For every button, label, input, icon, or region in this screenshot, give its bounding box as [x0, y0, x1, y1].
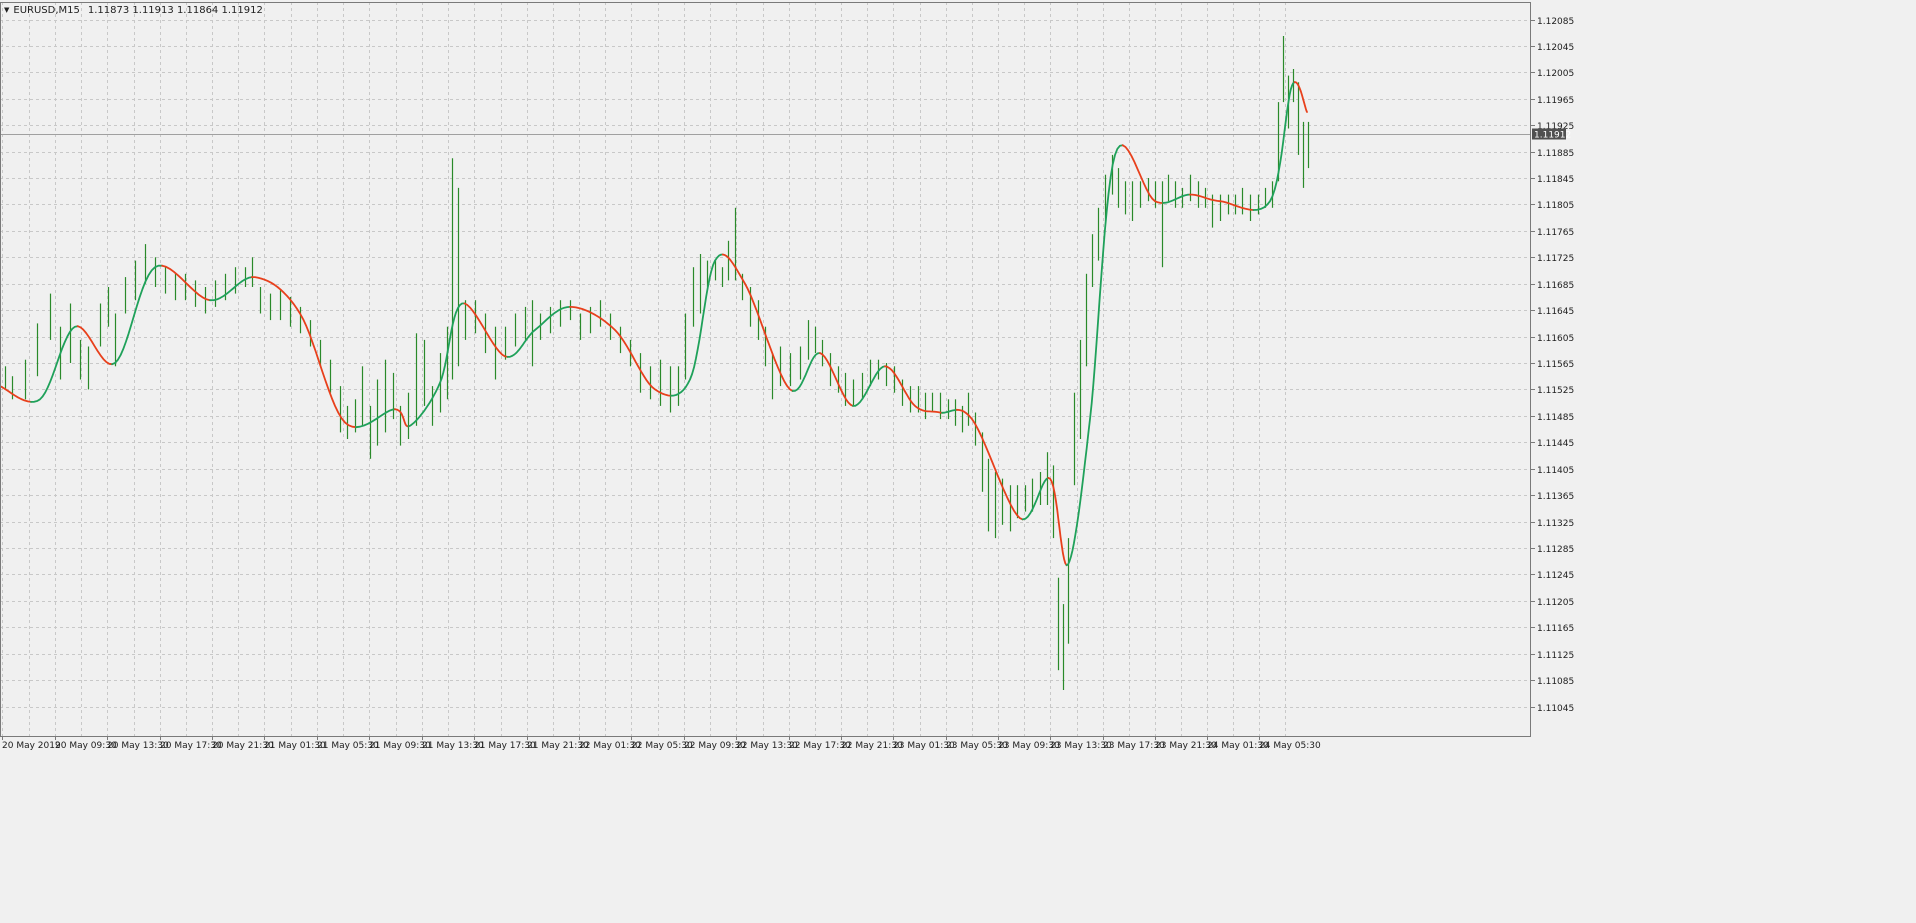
chart-frame	[0, 2, 1531, 737]
time-tick-label: 23 May 17:30	[1103, 741, 1165, 751]
ma-segment-down	[394, 408, 410, 428]
symbol-header[interactable]: ▼ EURUSD,M15 1.11873 1.11913 1.11864 1.119…	[4, 3, 263, 17]
price-tick-label: 1.11925	[1537, 122, 1574, 132]
ma-segment-down	[1121, 144, 1164, 204]
time-tick-label: 20 May 2019	[2, 741, 61, 751]
price-tick-label: 1.11685	[1537, 281, 1574, 291]
price-tick-label: 1.11565	[1537, 360, 1574, 370]
time-tick-label: 20 May 09:30	[55, 741, 117, 751]
price-tick-label: 1.11845	[1537, 175, 1574, 185]
price-tick-label: 1.11245	[1537, 571, 1574, 581]
collapse-caret-icon[interactable]: ▼	[4, 6, 10, 14]
price-tick-label: 1.11085	[1537, 677, 1574, 687]
price-tick-label: 1.11485	[1537, 413, 1574, 423]
time-tick-label: 23 May 13:30	[1050, 741, 1112, 751]
current-price-tag-label: 1.11912	[1534, 131, 1571, 141]
ma-segment-up	[791, 352, 821, 392]
price-tick-label: 1.11205	[1537, 598, 1574, 608]
ma-segment-up	[852, 365, 886, 407]
ma-segment-up	[941, 408, 958, 414]
time-tick-label: 23 May 01:30	[893, 741, 955, 751]
time-tick-label: 22 May 01:30	[579, 741, 641, 751]
price-tick-label: 1.12005	[1537, 69, 1574, 79]
price-tick-label: 1.11965	[1537, 96, 1574, 106]
price-tick-label: 1.11365	[1537, 492, 1574, 502]
time-tick-label: 22 May 21:30	[841, 741, 903, 751]
current-price-tag-bg	[1532, 128, 1566, 140]
price-tick-label: 1.12085	[1537, 17, 1574, 27]
time-tick-label: 24 May 05:30	[1259, 741, 1321, 751]
ma-segment-down	[1047, 477, 1068, 567]
price-tick-label: 1.11765	[1537, 228, 1574, 238]
time-tick-label: 22 May 17:30	[789, 741, 851, 751]
ma-segment-down	[955, 408, 1024, 521]
ma-segment-up	[1021, 477, 1050, 521]
time-tick-label: 22 May 13:30	[736, 741, 798, 751]
ma-segment-down	[1293, 81, 1308, 113]
ma-segment-down	[161, 264, 211, 302]
ohlc-quote: 1.11873 1.11913 1.11864 1.11912	[87, 5, 263, 16]
ma-segment-up	[1162, 193, 1191, 204]
time-tick-label: 21 May 21:30	[527, 741, 589, 751]
price-tick-label: 1.11045	[1537, 704, 1574, 714]
price-tick-label: 1.11805	[1537, 201, 1574, 211]
time-tick-label: 24 May 01:30	[1207, 741, 1269, 751]
ma-segment-down	[0, 385, 32, 403]
ma-segment-down	[819, 352, 854, 407]
time-tick-label: 20 May 17:30	[160, 741, 222, 751]
ma-segment-down	[884, 365, 943, 414]
price-tick-label: 1.11285	[1537, 545, 1574, 555]
time-tick-label: 20 May 21:30	[212, 741, 274, 751]
price-tick-label: 1.11165	[1537, 624, 1574, 634]
time-tick-label: 21 May 13:30	[422, 741, 484, 751]
ma-segment-down	[76, 325, 113, 366]
ma-segment-down	[250, 276, 357, 429]
time-tick-label: 21 May 09:30	[369, 741, 431, 751]
grid-lines	[0, 2, 1531, 736]
current-price-tag[interactable]: 1.11912	[1532, 128, 1571, 141]
ma-segment-up	[209, 276, 253, 302]
price-axis[interactable]: 1.12085 1.12045 1.12005 1.11965 1.11925 1.118…	[1531, 17, 1574, 714]
time-tick-label: 21 May 17:30	[474, 741, 536, 751]
ma-segment-up	[111, 264, 164, 366]
price-tick-label: 1.11605	[1537, 334, 1574, 344]
price-tick-label: 1.12045	[1537, 43, 1574, 53]
ma-segment-up	[670, 253, 724, 397]
ma-segment-up	[355, 408, 396, 429]
price-tick-label: 1.11525	[1537, 386, 1574, 396]
ma-segment-down	[569, 306, 672, 397]
ma-segment-up	[1065, 144, 1124, 567]
time-tick-label: 21 May 05:30	[317, 741, 379, 751]
plot-border	[0, 2, 1531, 737]
time-tick-label: 23 May 09:30	[998, 741, 1060, 751]
ma-segment-down	[1189, 193, 1255, 211]
price-tick-label: 1.11885	[1537, 149, 1574, 159]
moving-average	[0, 81, 1308, 567]
ma-segment-up	[30, 325, 79, 403]
price-tick-label: 1.11645	[1537, 307, 1574, 317]
time-tick-label: 22 May 09:30	[684, 741, 746, 751]
time-tick-label: 20 May 13:30	[107, 741, 169, 751]
time-tick-label: 22 May 05:30	[631, 741, 693, 751]
price-tick-label: 1.11445	[1537, 439, 1574, 449]
time-tick-label: 23 May 21:30	[1155, 741, 1217, 751]
ma-segment-up	[506, 306, 571, 358]
price-tick-label: 1.11725	[1537, 254, 1574, 264]
ma-segment-down	[721, 253, 794, 392]
ma-segment-up	[1252, 81, 1296, 211]
ma-segment-down	[463, 302, 509, 358]
price-tick-label: 1.11405	[1537, 466, 1574, 476]
ma-segment-up	[407, 302, 466, 428]
price-tick-label: 1.11125	[1537, 651, 1574, 661]
time-tick-label: 21 May 01:30	[264, 741, 326, 751]
time-tick-label: 23 May 05:30	[946, 741, 1008, 751]
price-tick-label: 1.11325	[1537, 519, 1574, 529]
symbol-timeframe: EURUSD,M15	[13, 5, 80, 16]
